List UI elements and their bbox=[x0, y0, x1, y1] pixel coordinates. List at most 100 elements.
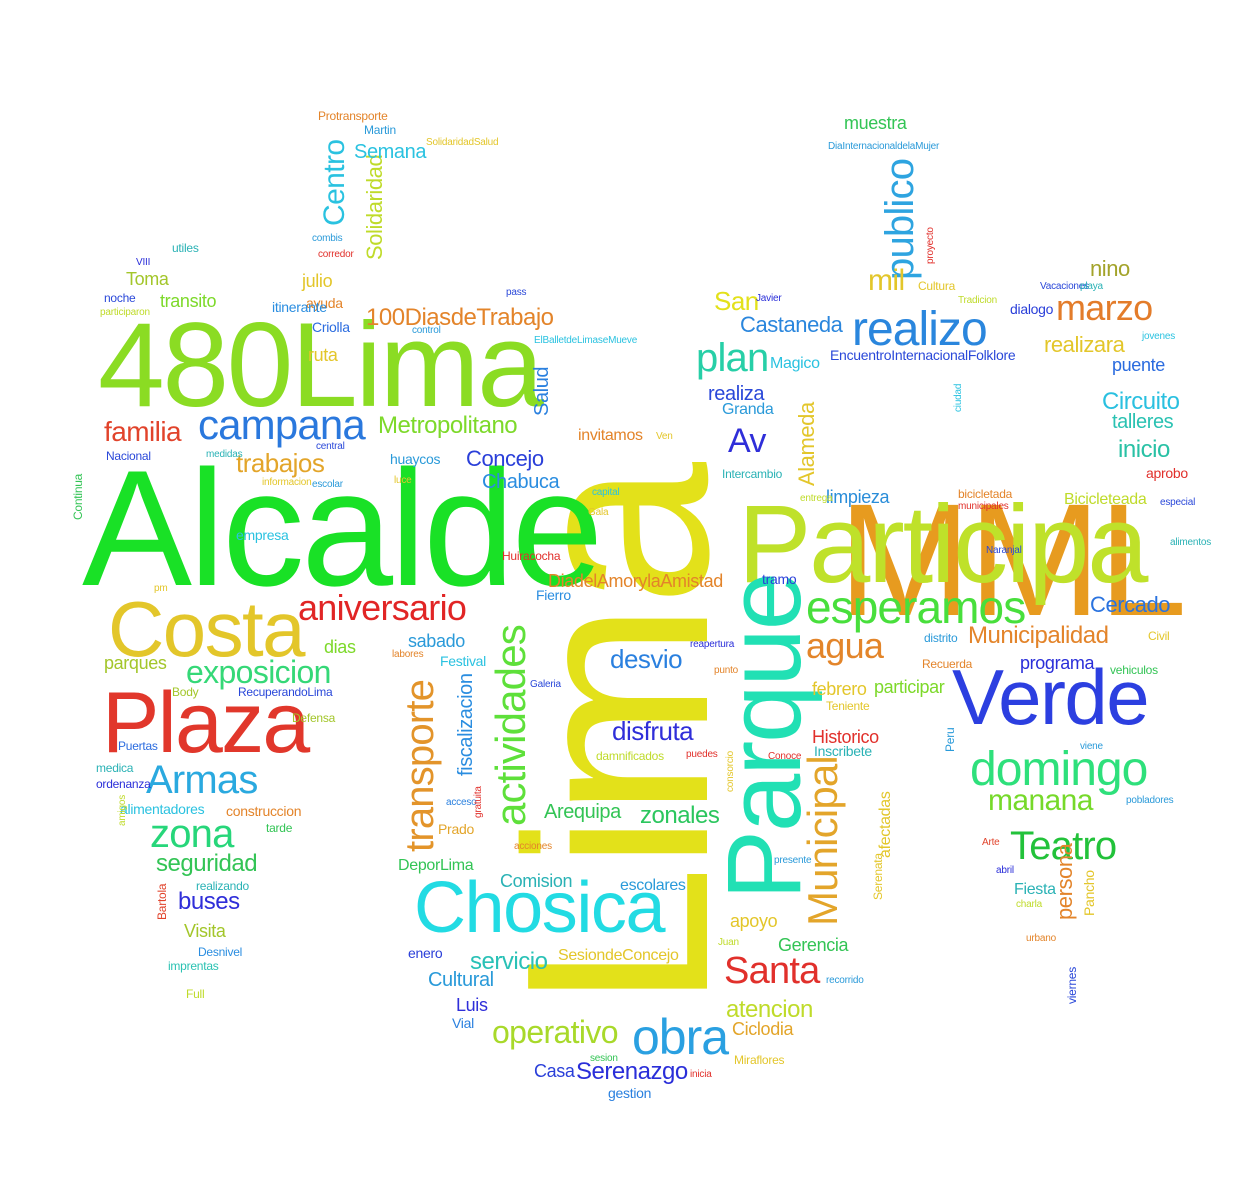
word: Armas bbox=[146, 758, 258, 802]
word: central bbox=[316, 441, 345, 452]
word: Javier bbox=[756, 293, 782, 304]
word: especial bbox=[1160, 497, 1196, 508]
word: Alameda bbox=[794, 402, 819, 486]
word: gratuita bbox=[473, 786, 484, 818]
word: viernes bbox=[1065, 966, 1079, 1004]
word: Plaza bbox=[102, 675, 310, 771]
word: pass bbox=[506, 287, 527, 298]
word: realizando bbox=[196, 879, 249, 893]
word: Teatro bbox=[1010, 824, 1117, 868]
word: programa bbox=[1020, 653, 1095, 673]
word: Recuerda bbox=[922, 657, 973, 671]
word: inicia bbox=[690, 1069, 712, 1080]
word: sesion bbox=[590, 1053, 618, 1064]
word: bicicletada bbox=[958, 487, 1013, 501]
word: actividades bbox=[487, 625, 534, 826]
word: Centro bbox=[318, 139, 351, 226]
word: Bartola bbox=[155, 883, 169, 920]
word: pm bbox=[154, 583, 168, 594]
word: Ven bbox=[656, 431, 673, 442]
word: tarde bbox=[266, 821, 293, 835]
word: proyecto bbox=[925, 227, 936, 264]
word: zonales bbox=[640, 802, 720, 829]
word: Fiesta bbox=[1014, 881, 1056, 898]
word: Participa bbox=[738, 483, 1148, 606]
word: escolares bbox=[620, 877, 686, 894]
word: limpieza bbox=[826, 487, 890, 507]
word: Alcalde bbox=[82, 436, 603, 620]
word: Arte bbox=[982, 837, 1000, 848]
word: esperamos bbox=[806, 581, 1026, 633]
word: acciones bbox=[514, 841, 552, 852]
word: Toma bbox=[126, 269, 169, 289]
word: noche bbox=[104, 291, 136, 305]
word: Prado bbox=[438, 821, 474, 837]
word: Teniente bbox=[826, 699, 870, 713]
word: recorrido bbox=[826, 975, 864, 986]
word: DiaInternacionaldelaMujer bbox=[828, 141, 940, 152]
word: nino bbox=[1090, 256, 1130, 281]
word: gestion bbox=[608, 1085, 652, 1101]
word: presente bbox=[774, 855, 812, 866]
word: puente bbox=[1112, 355, 1165, 375]
word: Ciclodia bbox=[732, 1019, 794, 1039]
word: playa bbox=[1080, 281, 1103, 292]
word: DeporLima bbox=[398, 857, 474, 874]
word: San bbox=[714, 286, 759, 316]
word: SolidaridadSalud bbox=[426, 137, 499, 148]
word: parques bbox=[104, 653, 167, 673]
word: vehiculos bbox=[1110, 663, 1158, 677]
word: Costa bbox=[108, 585, 306, 673]
word: Protransporte bbox=[318, 109, 388, 123]
word: pobladores bbox=[1126, 795, 1174, 806]
word: Serenazgo bbox=[576, 1058, 688, 1085]
word: control bbox=[412, 325, 441, 336]
word: transito bbox=[160, 291, 217, 311]
word: domingo bbox=[970, 743, 1148, 796]
word: escolar bbox=[312, 479, 343, 490]
word: damnificados bbox=[596, 749, 664, 763]
word: exposicion bbox=[186, 654, 331, 690]
word: alimentadores bbox=[120, 801, 205, 817]
word: Verde bbox=[952, 653, 1150, 741]
word: Bicicleteada bbox=[1064, 491, 1147, 508]
word: tramo bbox=[762, 571, 797, 587]
word: Gerencia bbox=[778, 935, 849, 955]
word: MML bbox=[838, 470, 1187, 649]
word: Conoce bbox=[768, 751, 802, 762]
word: zona bbox=[150, 812, 234, 856]
word: Comision bbox=[500, 871, 573, 891]
word: Cercado bbox=[1090, 592, 1171, 617]
word: Defensa bbox=[292, 711, 336, 725]
word: Metropolitano bbox=[378, 412, 518, 439]
word: buses bbox=[178, 888, 240, 915]
word: RecuperandoLima bbox=[238, 685, 333, 699]
word: participaron bbox=[100, 307, 150, 318]
word: amigos bbox=[117, 794, 128, 826]
word: trabajos bbox=[236, 448, 325, 478]
word: manana bbox=[988, 784, 1093, 817]
word: Chosica bbox=[414, 868, 665, 948]
word: aprobo bbox=[1146, 465, 1188, 481]
word: Castaneda bbox=[740, 312, 843, 337]
word: Criolla bbox=[312, 319, 350, 335]
word: obra bbox=[632, 1009, 729, 1065]
word: Juan bbox=[718, 937, 739, 948]
word: medidas bbox=[206, 449, 243, 460]
word: Peru bbox=[943, 727, 957, 752]
word: campana bbox=[198, 401, 366, 448]
word: afectadas bbox=[877, 791, 894, 858]
word: Municipal bbox=[799, 756, 846, 926]
word: servicio bbox=[470, 948, 548, 975]
word: Body bbox=[172, 685, 199, 699]
word: Intercambio bbox=[722, 467, 783, 481]
word: Solidaridad bbox=[362, 154, 387, 260]
word: realiza bbox=[708, 383, 765, 405]
word: punto bbox=[714, 665, 739, 676]
word: participar bbox=[874, 677, 945, 697]
word: invitamos bbox=[578, 427, 643, 444]
word: Municipalidad bbox=[968, 622, 1109, 649]
word: aniversario bbox=[298, 587, 467, 628]
word: Vacaciones bbox=[1040, 281, 1089, 292]
word: inicio bbox=[1118, 436, 1170, 463]
